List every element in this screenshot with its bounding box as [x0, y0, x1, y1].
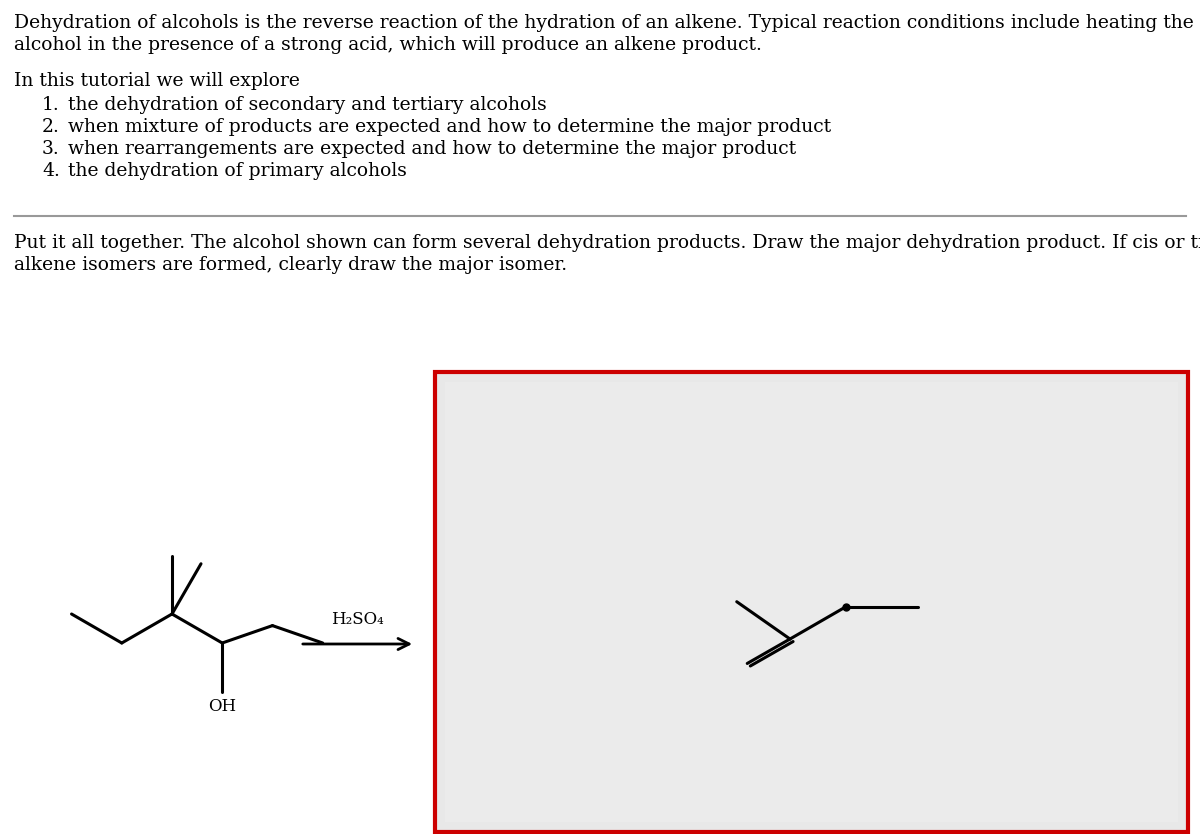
Text: when rearrangements are expected and how to determine the major product: when rearrangements are expected and how…	[68, 140, 796, 158]
Text: 1.: 1.	[42, 96, 60, 114]
Text: alkene isomers are formed, clearly draw the major isomer.: alkene isomers are formed, clearly draw …	[14, 256, 568, 274]
Bar	[436, 372, 1188, 832]
Text: 4.: 4.	[42, 162, 60, 180]
Text: the dehydration of primary alcohols: the dehydration of primary alcohols	[68, 162, 407, 180]
Text: the dehydration of secondary and tertiary alcohols: the dehydration of secondary and tertiar…	[68, 96, 547, 114]
Text: Dehydration of alcohols is the reverse reaction of the hydration of an alkene. T: Dehydration of alcohols is the reverse r…	[14, 14, 1194, 32]
Text: H₂SO₄: H₂SO₄	[331, 611, 384, 628]
Text: alcohol in the presence of a strong acid, which will produce an alkene product.: alcohol in the presence of a strong acid…	[14, 36, 762, 54]
Text: Put it all together. The alcohol shown can form several dehydration products. Dr: Put it all together. The alcohol shown c…	[14, 234, 1200, 252]
Text: 3.: 3.	[42, 140, 60, 158]
Text: 2.: 2.	[42, 118, 60, 136]
Text: In this tutorial we will explore: In this tutorial we will explore	[14, 72, 300, 90]
Text: OH: OH	[208, 698, 236, 716]
Bar	[445, 382, 1178, 822]
Text: when mixture of products are expected and how to determine the major product: when mixture of products are expected an…	[68, 118, 832, 136]
